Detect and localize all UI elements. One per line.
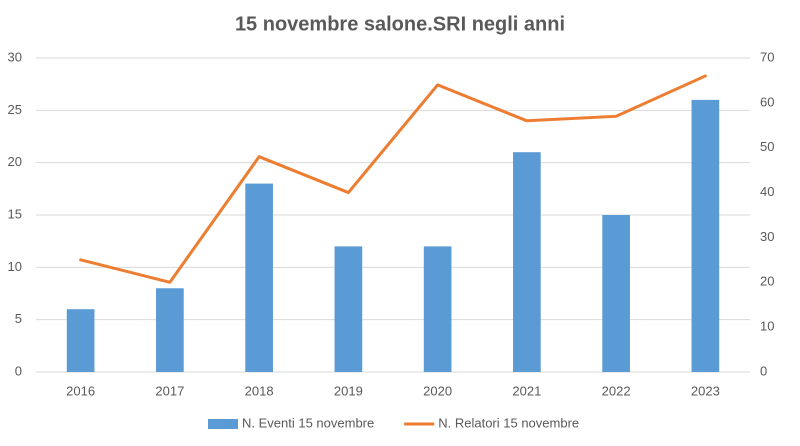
x-tick-label: 2022 [602,383,631,398]
y2-tick-label: 70 [760,49,774,64]
legend-swatch [208,419,238,429]
y-tick-label: 25 [8,102,22,117]
x-tick-label: 2021 [512,383,541,398]
y2-tick-label: 60 [760,94,774,109]
x-tick-label: 2023 [691,383,720,398]
y-tick-label: 10 [8,259,22,274]
chart-title: 15 novembre salone.SRI negli anni [235,13,565,35]
x-tick-label: 2019 [334,383,363,398]
bar [691,99,720,372]
y-tick-label: 5 [15,311,22,326]
bar [334,246,363,372]
y2-tick-label: 50 [760,139,774,154]
x-tick-label: 2016 [66,383,95,398]
bar [245,183,273,372]
line [79,74,707,284]
bar [513,152,541,372]
legend-label: N. Eventi 15 novembre [242,415,374,430]
x-tick-label: 2017 [155,383,184,398]
y2-tick-label: 30 [760,229,774,244]
bar [602,215,630,372]
legend-label: N. Relatori 15 novembre [438,415,579,430]
y-tick-label: 0 [15,363,22,378]
y2-tick-label: 10 [760,319,774,334]
y-tick-label: 15 [8,206,22,221]
bar [423,246,452,372]
x-tick-label: 2018 [245,383,274,398]
y-tick-label: 30 [8,49,22,64]
bar [66,309,95,372]
y2-tick-label: 40 [760,184,774,199]
x-tick-label: 2020 [423,383,452,398]
y-tick-label: 20 [8,154,22,169]
y2-tick-label: 0 [760,363,767,378]
y2-tick-label: 20 [760,274,774,289]
bar [156,288,184,372]
